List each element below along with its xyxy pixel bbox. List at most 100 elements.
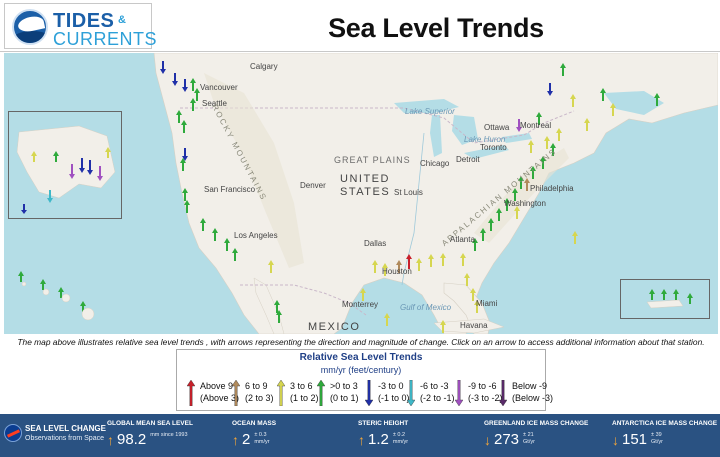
metric-unit: ± 0.3 (254, 432, 267, 438)
legend-item-range-feet: (-1 to 0) (378, 393, 410, 403)
label-united: UNITED (340, 173, 390, 185)
header: TIDES & CURRENTS Sea Level Trends (0, 0, 720, 52)
metric-value: 273 (494, 431, 520, 448)
label-atlanta: Atlanta (450, 235, 475, 244)
label-ottawa: Ottawa (484, 123, 510, 132)
legend-item-range: -6 to -3 (420, 381, 449, 391)
metric-unit: ± 21 (523, 432, 534, 438)
metric-label: STERIC HEIGHT (358, 420, 409, 427)
label-monterrey: Monterrey (342, 300, 379, 309)
legend-title: Relative Sea Level Trends (299, 352, 423, 363)
label-lake-superior: Lake Superior (405, 107, 455, 116)
label-seattle: Seattle (202, 99, 227, 108)
trend-down-icon: ↓ (484, 432, 491, 448)
metric-unit-secondary: Gt/yr (523, 439, 535, 445)
tides-currents-logo[interactable]: TIDES & CURRENTS (4, 3, 157, 49)
metric-label: GREENLAND ICE MASS CHANGE (484, 420, 589, 427)
metric-unit-secondary: Gt/yr (651, 439, 663, 445)
metric-value: 1.2 (368, 431, 389, 448)
banner-metric[interactable]: GLOBAL MEAN SEA LEVEL ↑ 98.2 mm since 1993 (107, 420, 227, 454)
banner-subheading: Observations from Space (25, 435, 104, 442)
metric-label: GLOBAL MEAN SEA LEVEL (107, 420, 193, 427)
land-baja (253, 277, 285, 334)
border-us-mexico (240, 284, 367, 316)
metric-value: 98.2 (117, 431, 147, 448)
legend-item-range: Above 9 (200, 381, 234, 391)
label-houston: Houston (382, 267, 412, 276)
brand-currents: CURRENTS (53, 29, 158, 49)
legend-item-range-feet: (1 to 2) (290, 393, 319, 403)
legend-units: mm/yr (feet/century) (320, 365, 402, 375)
legend-item-range-feet: (Above 3) (200, 393, 240, 403)
sea-level-change-banner[interactable]: SEA LEVEL CHANGE Observations from Space… (0, 414, 720, 457)
legend-item-range: 3 to 6 (290, 381, 313, 391)
puerto-rico-map (646, 289, 693, 309)
label-denver: Denver (300, 181, 326, 190)
puerto-rico-inset[interactable] (620, 279, 710, 319)
alaska-inset[interactable] (8, 111, 122, 219)
label-havana: Havana (460, 321, 488, 330)
nasa-logo-icon (4, 424, 22, 442)
legend: Relative Sea Level Trends mm/yr (feet/ce… (176, 349, 553, 411)
metric-unit-secondary: mm/yr (392, 439, 409, 445)
label-los-angeles: Los Angeles (234, 231, 278, 240)
legend-item-range-feet: (-3 to -2) (468, 393, 503, 403)
metric-unit: ± 39 (651, 432, 662, 438)
label-states: STATES (340, 186, 391, 198)
rockies-shade (204, 73, 304, 268)
label-toronto: Toronto (480, 143, 507, 152)
metric-value: 151 (622, 431, 648, 448)
map-caption: The map above illustrates relative sea l… (17, 337, 705, 347)
arrow-down-icon (365, 380, 373, 406)
label-st-louis: St Louis (394, 188, 423, 197)
label-great-plains: GREAT PLAINS (334, 155, 411, 165)
banner-metric[interactable]: ANTARCTICA ICE MASS CHANGE ↓ 151 ± 39 Gt/yr (612, 420, 720, 454)
label-dallas: Dallas (364, 239, 387, 248)
label-detroit: Detroit (456, 155, 480, 164)
arrow-down-icon (499, 380, 507, 406)
arrow-down-icon (407, 380, 415, 406)
arrow-up-icon (277, 380, 285, 406)
arrow-up-icon (187, 380, 195, 406)
legend-item-range-feet: (-2 to -1) (420, 393, 455, 403)
appalachian-shade (474, 148, 569, 243)
label-gulf-of-mexico: Gulf of Mexico (400, 303, 452, 312)
metric-label: ANTARCTICA ICE MASS CHANGE (612, 420, 718, 427)
hawaii-islands (18, 271, 95, 321)
legend-item-range: -9 to -6 (468, 381, 497, 391)
alaska-map (16, 125, 116, 214)
legend-item-range: 6 to 9 (245, 381, 268, 391)
metric-unit: mm since 1993 (150, 432, 188, 438)
sea-level-map[interactable]: Calgary Vancouver Seattle ROCKY MOUNTAIN… (4, 53, 718, 334)
mississippi-river (401, 132, 425, 286)
gulf-of-st-lawrence (604, 91, 664, 115)
legend-item-range-feet: (2 to 3) (245, 393, 274, 403)
trend-down-icon: ↓ (612, 432, 619, 448)
page-title: Sea Level Trends (328, 13, 544, 43)
label-miami: Miami (476, 299, 498, 308)
trend-up-icon: ↑ (358, 432, 365, 448)
banner-heading: SEA LEVEL CHANGE (25, 424, 106, 433)
banner-metric[interactable]: OCEAN MASS ↑ 2 ± 0.3 mm/yr (232, 420, 352, 454)
legend-item-range-feet: (Below -3) (512, 393, 554, 403)
banner-metric[interactable]: STERIC HEIGHT ↑ 1.2 ± 0.2 mm/yr (358, 420, 478, 454)
lake-huron (452, 115, 478, 145)
station-arrows (160, 61, 660, 333)
legend-item-range: -3 to 0 (378, 381, 404, 391)
legend-item-range: >0 to 3 (330, 381, 358, 391)
lake-erie (464, 145, 509, 159)
label-san-francisco: San Francisco (204, 185, 256, 194)
label-montreal: Montreal (520, 121, 552, 130)
noaa-seal-icon (12, 9, 48, 45)
label-mexico: MEXICO (308, 321, 361, 333)
label-vancouver: Vancouver (200, 83, 238, 92)
metric-unit-secondary: mm/yr (254, 439, 270, 445)
arrow-up-icon (317, 380, 325, 406)
label-chicago: Chicago (420, 159, 450, 168)
brand-tides: TIDES (53, 10, 115, 32)
banner-metric[interactable]: GREENLAND ICE MASS CHANGE ↓ 273 ± 21 Gt/yr (484, 420, 604, 454)
legend-item-range: Below -9 (512, 381, 548, 391)
land-cuba (433, 318, 505, 334)
lake-michigan (430, 115, 442, 157)
legend-item-range-feet: (0 to 1) (330, 393, 359, 403)
